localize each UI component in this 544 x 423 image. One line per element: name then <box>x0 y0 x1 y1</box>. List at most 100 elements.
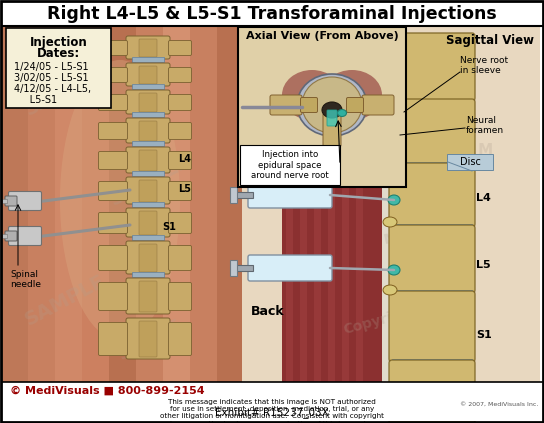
FancyBboxPatch shape <box>347 97 363 113</box>
FancyBboxPatch shape <box>126 118 170 143</box>
Bar <box>240 145 340 185</box>
Bar <box>132 57 164 62</box>
FancyBboxPatch shape <box>126 90 170 114</box>
FancyBboxPatch shape <box>169 283 191 310</box>
Text: MediVisuals: MediVisuals <box>383 214 477 247</box>
Bar <box>392 162 472 172</box>
Bar <box>342 26 349 382</box>
FancyBboxPatch shape <box>98 94 127 110</box>
Text: Nerve root
in sleeve: Nerve root in sleeve <box>460 56 508 75</box>
Bar <box>230 187 237 203</box>
Text: Sagittal View: Sagittal View <box>446 34 534 47</box>
FancyBboxPatch shape <box>98 212 127 233</box>
Text: Right M: Right M <box>427 143 493 157</box>
FancyBboxPatch shape <box>169 322 191 355</box>
Text: 3/02/05 - L5-S1: 3/02/05 - L5-S1 <box>14 73 89 83</box>
FancyBboxPatch shape <box>300 97 318 113</box>
FancyBboxPatch shape <box>362 95 394 115</box>
Bar <box>2 26 28 382</box>
Bar <box>6 28 111 108</box>
Bar <box>190 26 217 382</box>
Text: SAMPLE: SAMPLE <box>22 271 108 329</box>
FancyBboxPatch shape <box>126 278 170 314</box>
Bar <box>132 171 164 176</box>
Text: Right L4-L5 & L5-S1 Transforaminal Injections: Right L4-L5 & L5-S1 Transforaminal Injec… <box>47 5 497 23</box>
Ellipse shape <box>60 60 180 340</box>
Bar <box>392 224 472 234</box>
Text: Exhibit# R15237_03X: Exhibit# R15237_03X <box>215 407 329 418</box>
Text: SAMPLE: SAMPLE <box>107 151 194 209</box>
Ellipse shape <box>383 217 397 227</box>
FancyBboxPatch shape <box>139 244 157 272</box>
Text: L4: L4 <box>178 154 191 164</box>
FancyBboxPatch shape <box>139 281 157 312</box>
Bar <box>2 2 542 26</box>
FancyBboxPatch shape <box>139 211 157 235</box>
Bar <box>392 359 472 369</box>
Ellipse shape <box>337 110 347 116</box>
FancyBboxPatch shape <box>169 41 191 55</box>
FancyBboxPatch shape <box>9 192 41 211</box>
FancyBboxPatch shape <box>98 41 127 55</box>
Text: Spinal
needle: Spinal needle <box>10 270 41 289</box>
Bar <box>217 26 244 382</box>
Text: Disc: Disc <box>460 157 480 167</box>
Bar <box>392 290 472 300</box>
FancyBboxPatch shape <box>327 110 337 126</box>
FancyBboxPatch shape <box>389 163 475 227</box>
Bar <box>55 26 82 382</box>
FancyBboxPatch shape <box>248 182 332 208</box>
Text: Neural
foramen: Neural foramen <box>466 116 504 135</box>
Ellipse shape <box>322 102 342 118</box>
Text: L5-S1: L5-S1 <box>14 95 57 105</box>
FancyBboxPatch shape <box>126 318 170 359</box>
FancyBboxPatch shape <box>169 94 191 110</box>
FancyBboxPatch shape <box>126 208 170 237</box>
Ellipse shape <box>383 148 397 158</box>
Text: SAMPLE: SAMPLE <box>22 61 108 119</box>
FancyBboxPatch shape <box>248 255 332 281</box>
Text: other litigation or nonlitigation use.  Consistent with copyright: other litigation or nonlitigation use. C… <box>160 413 384 419</box>
FancyBboxPatch shape <box>139 321 157 357</box>
Text: S1: S1 <box>476 330 492 340</box>
Text: S1: S1 <box>162 222 176 232</box>
Ellipse shape <box>388 265 400 275</box>
Text: SAMPLE: SAMPLE <box>116 317 184 363</box>
Bar <box>109 26 136 382</box>
FancyBboxPatch shape <box>169 181 191 201</box>
FancyBboxPatch shape <box>169 68 191 82</box>
FancyBboxPatch shape <box>126 241 170 274</box>
Text: Axial View (From Above): Axial View (From Above) <box>246 31 398 41</box>
FancyBboxPatch shape <box>98 68 127 82</box>
Ellipse shape <box>282 70 342 120</box>
FancyBboxPatch shape <box>169 151 191 170</box>
FancyBboxPatch shape <box>169 212 191 233</box>
Text: © 2007, MediVisuals Inc.: © 2007, MediVisuals Inc. <box>460 402 538 407</box>
FancyBboxPatch shape <box>126 36 170 59</box>
FancyBboxPatch shape <box>169 123 191 140</box>
Text: laws, unauthorized use or reproduction of this image (or: laws, unauthorized use or reproduction o… <box>170 420 374 423</box>
Ellipse shape <box>302 77 362 133</box>
FancyBboxPatch shape <box>169 245 191 270</box>
Ellipse shape <box>297 74 367 136</box>
Bar <box>286 26 293 382</box>
Bar <box>328 26 335 382</box>
FancyBboxPatch shape <box>139 93 157 112</box>
FancyBboxPatch shape <box>5 231 17 241</box>
Bar <box>282 26 382 382</box>
Bar <box>356 26 363 382</box>
Text: Copyright: Copyright <box>348 92 432 128</box>
Bar <box>132 272 164 277</box>
FancyBboxPatch shape <box>98 151 127 170</box>
Bar <box>235 192 253 198</box>
Text: Back: Back <box>251 305 285 318</box>
Text: L5: L5 <box>178 184 191 194</box>
FancyBboxPatch shape <box>139 66 157 84</box>
Bar <box>28 26 55 382</box>
Ellipse shape <box>388 195 400 205</box>
FancyBboxPatch shape <box>5 196 17 206</box>
FancyBboxPatch shape <box>447 154 493 170</box>
FancyBboxPatch shape <box>126 147 170 173</box>
Bar <box>132 235 164 240</box>
Bar <box>300 26 307 382</box>
